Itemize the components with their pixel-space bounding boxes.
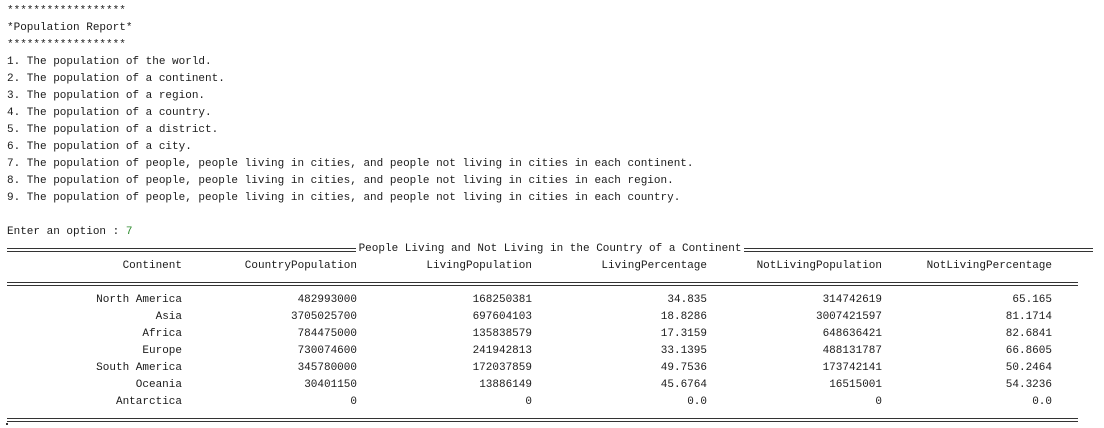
cell-continent: Antarctica — [115, 396, 182, 408]
table-row: North America 482993000 168250381 34.835 314… — [7, 292, 1097, 309]
footer-rule — [7, 411, 1078, 428]
menu-option-8: 8. The population of people, people livi… — [7, 175, 674, 187]
cell-living-percentage: 17.3159 — [660, 328, 707, 340]
table-row: South America 345780000 172037859 49.7536 17… — [7, 360, 1097, 377]
text-cursor — [6, 423, 8, 425]
banner-rule-left — [7, 248, 356, 252]
cell-continent: Oceania — [135, 379, 182, 391]
menu-option-3: 3. The population of a region. — [7, 90, 206, 102]
table-row: Africa 784475000 135838579 17.3159 648636421… — [7, 326, 1097, 343]
cell-not-living-population: 173742141 — [822, 362, 882, 374]
banner-title: People Living and Not Living in the Coun… — [358, 243, 742, 255]
cell-not-living-population: 488131787 — [822, 345, 882, 357]
menu-option-6: 6. The population of a city. — [7, 141, 192, 153]
header-rule — [7, 275, 1078, 292]
cell-living-percentage: 33.1395 — [660, 345, 707, 357]
stars-bottom: ****************** — [7, 39, 126, 51]
cell-not-living-percentage: 54.3236 — [1005, 379, 1052, 391]
cell-country-population: 730074600 — [297, 345, 357, 357]
cell-country-population: 30401150 — [304, 379, 357, 391]
table-body: North America 482993000 168250381 34.835 314… — [7, 292, 1097, 411]
cell-living-population: 135838579 — [472, 328, 532, 340]
report-title: *Population Report* — [7, 22, 133, 34]
report-banner: People Living and Not Living in the Coun… — [7, 241, 1093, 258]
table-row: Antarctica 0 0 0.0 0 0.0 — [7, 394, 1097, 411]
cell-living-population: 13886149 — [479, 379, 532, 391]
stars-top: ****************** — [7, 5, 126, 17]
cell-country-population: 0 — [350, 396, 357, 408]
col-not-living-percentage: NotLivingPercentage — [926, 260, 1052, 272]
option-input[interactable]: 7 — [125, 226, 133, 238]
menu-option-9: 9. The population of people, people livi… — [7, 192, 681, 204]
menu-option-7: 7. The population of people, people livi… — [7, 158, 694, 170]
cell-not-living-percentage: 0.0 — [1032, 396, 1052, 408]
cell-living-population: 0 — [525, 396, 532, 408]
menu-option-4: 4. The population of a country. — [7, 107, 212, 119]
cell-not-living-population: 314742619 — [822, 294, 882, 306]
cell-not-living-percentage: 65.165 — [1012, 294, 1052, 306]
col-not-living-population: NotLivingPopulation — [756, 260, 882, 272]
cell-living-percentage: 0.0 — [687, 396, 707, 408]
menu-option-1: 1. The population of the world. — [7, 56, 212, 68]
cell-not-living-percentage: 82.6841 — [1005, 328, 1052, 340]
col-country-population: CountryPopulation — [244, 260, 357, 272]
cell-living-percentage: 45.6764 — [660, 379, 707, 391]
cell-not-living-population: 3007421597 — [815, 311, 882, 323]
cell-continent: Europe — [142, 345, 182, 357]
col-living-percentage: LivingPercentage — [601, 260, 707, 272]
cell-living-percentage: 49.7536 — [660, 362, 707, 374]
cell-country-population: 482993000 — [297, 294, 357, 306]
col-living-population: LivingPopulation — [426, 260, 532, 272]
cell-continent: South America — [96, 362, 182, 374]
table-header: Continent CountryPopulation LivingPopula… — [7, 258, 1097, 275]
table-row: Asia 3705025700 697604103 18.8286 3007421597… — [7, 309, 1097, 326]
cell-not-living-percentage: 66.8605 — [1005, 345, 1052, 357]
cell-living-population: 241942813 — [472, 345, 532, 357]
cell-living-population: 697604103 — [472, 311, 532, 323]
cell-living-population: 168250381 — [472, 294, 532, 306]
blank-line — [7, 207, 1097, 224]
cell-not-living-percentage: 81.1714 — [1005, 311, 1052, 323]
console-output: ****************** *Population Report* *… — [7, 3, 1097, 428]
option-prompt: Enter an option : — [7, 226, 126, 238]
cell-living-percentage: 18.8286 — [660, 311, 707, 323]
table-row: Oceania 30401150 13886149 45.6764 16515001 54… — [7, 377, 1097, 394]
cell-not-living-percentage: 50.2464 — [1005, 362, 1052, 374]
table-row: Europe 730074600 241942813 33.1395 488131787… — [7, 343, 1097, 360]
cell-continent: North America — [96, 294, 182, 306]
cell-continent: Africa — [142, 328, 182, 340]
cell-not-living-population: 648636421 — [822, 328, 882, 340]
cell-country-population: 784475000 — [297, 328, 357, 340]
cell-living-percentage: 34.835 — [667, 294, 707, 306]
cell-continent: Asia — [155, 311, 182, 323]
cell-not-living-population: 16515001 — [829, 379, 882, 391]
cell-country-population: 3705025700 — [290, 311, 357, 323]
option-prompt-line[interactable]: Enter an option : 7 — [7, 224, 1097, 241]
col-continent: Continent — [122, 260, 182, 272]
cell-not-living-population: 0 — [875, 396, 882, 408]
cell-living-population: 172037859 — [472, 362, 532, 374]
cell-country-population: 345780000 — [297, 362, 357, 374]
banner-rule-right — [744, 248, 1093, 252]
menu-option-5: 5. The population of a district. — [7, 124, 219, 136]
menu-option-2: 2. The population of a continent. — [7, 73, 225, 85]
